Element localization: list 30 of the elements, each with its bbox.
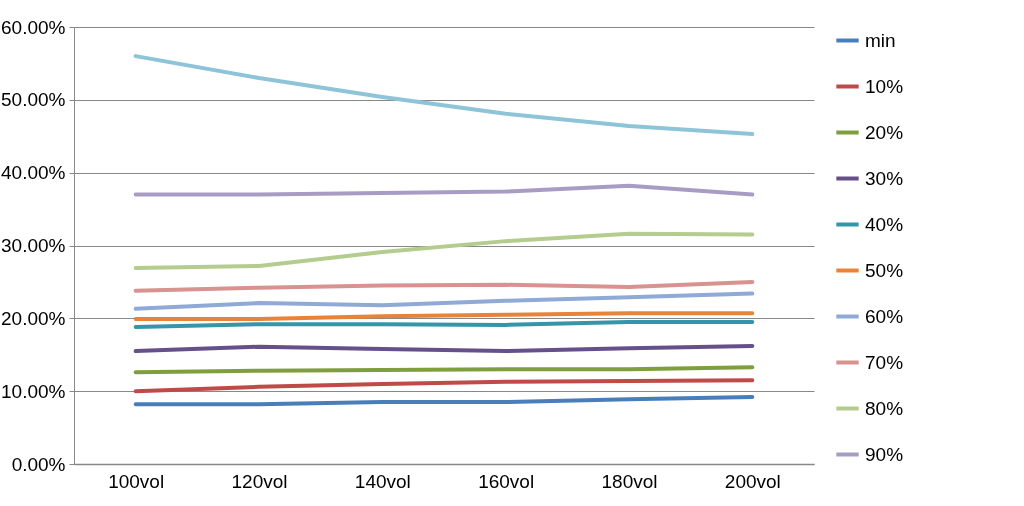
x-tick-label: 180vol (601, 470, 658, 492)
line-series (133, 291, 755, 311)
legend-label: 60% (865, 305, 904, 327)
legend-label: 30% (865, 167, 904, 189)
legend-label: 10% (865, 75, 904, 97)
y-tick-label: 30.00% (1, 235, 66, 256)
x-tick-label: 140vol (354, 470, 411, 492)
y-tick-label: 20.00% (1, 307, 66, 329)
line-series (133, 394, 755, 407)
line-series (133, 231, 755, 271)
legend-label: 40% (865, 213, 904, 235)
line-series (133, 183, 755, 197)
y-tick-label: 10.00% (1, 380, 66, 402)
line-series (133, 279, 755, 293)
y-tick-label: 0.00% (11, 453, 66, 475)
legend-label: 80% (865, 397, 904, 419)
y-tick-label: 60.00% (1, 16, 66, 38)
legend-label: 20% (865, 121, 904, 143)
y-tick-label: 40.00% (1, 162, 66, 184)
legend-label: min (865, 29, 896, 51)
y-tick-label: 50.00% (1, 89, 66, 111)
legend-label: 90% (865, 443, 904, 465)
legend-label: 70% (865, 351, 904, 373)
legend-label: 50% (865, 259, 904, 281)
x-tick-label: 160vol (478, 470, 535, 492)
x-tick-label: 100vol (108, 470, 165, 492)
x-tick-label: 200vol (724, 470, 781, 492)
line-series (133, 54, 755, 137)
x-tick-label: 120vol (231, 470, 288, 492)
line-series (133, 378, 755, 394)
